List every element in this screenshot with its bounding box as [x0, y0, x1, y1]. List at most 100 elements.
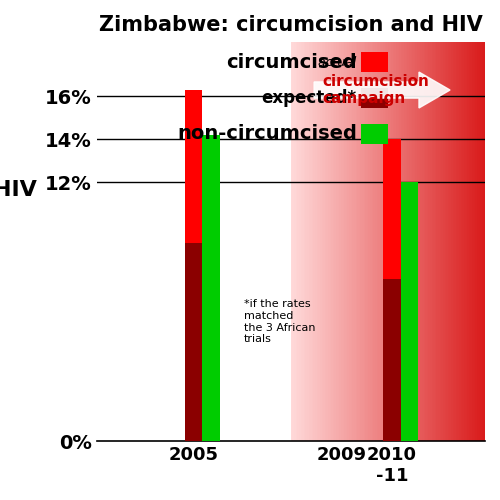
Bar — [367, 42, 368, 442]
Bar — [291, 42, 292, 442]
Bar — [401, 42, 402, 442]
Bar — [318, 42, 320, 442]
FancyBboxPatch shape — [360, 124, 388, 144]
Text: circumcised: circumcised — [226, 52, 357, 72]
Bar — [344, 42, 346, 442]
Bar — [446, 42, 448, 442]
Bar — [315, 42, 316, 442]
Bar — [384, 42, 386, 442]
Bar — [402, 42, 404, 442]
Bar — [393, 42, 394, 442]
Bar — [310, 42, 312, 442]
Bar — [482, 42, 484, 442]
Bar — [435, 42, 436, 442]
Bar — [399, 42, 401, 442]
Bar — [202, 135, 220, 442]
Bar — [462, 42, 464, 442]
Bar — [456, 42, 458, 442]
Bar — [418, 42, 420, 442]
Bar — [323, 42, 325, 442]
Bar — [304, 42, 306, 442]
Bar — [472, 42, 474, 442]
Bar — [316, 42, 318, 442]
Bar — [458, 42, 459, 442]
Bar — [469, 42, 470, 442]
Bar — [354, 42, 356, 442]
Bar — [398, 42, 399, 442]
Bar — [378, 42, 380, 442]
Bar — [383, 139, 400, 442]
Bar — [364, 42, 365, 442]
Bar — [444, 42, 446, 442]
Text: actual: actual — [314, 56, 357, 68]
Bar — [478, 42, 480, 442]
Bar — [467, 42, 469, 442]
Bar — [328, 42, 330, 442]
Bar — [436, 42, 438, 442]
Text: non-circumcised: non-circumcised — [177, 124, 357, 144]
Bar — [470, 42, 472, 442]
Bar — [406, 42, 407, 442]
Text: HIV: HIV — [0, 180, 37, 200]
Bar — [372, 42, 374, 442]
Bar — [292, 42, 294, 442]
Bar — [302, 42, 304, 442]
Bar — [442, 42, 443, 442]
Bar — [338, 42, 340, 442]
Bar — [333, 42, 334, 442]
Bar — [368, 42, 370, 442]
Bar — [476, 42, 477, 442]
Bar — [346, 42, 348, 442]
Bar — [414, 42, 416, 442]
Bar — [383, 42, 384, 442]
Bar — [330, 42, 332, 442]
FancyArrow shape — [314, 72, 450, 108]
Bar — [308, 42, 310, 442]
Bar — [460, 42, 462, 442]
Bar — [433, 42, 435, 442]
FancyBboxPatch shape — [360, 88, 388, 108]
Bar — [477, 42, 478, 442]
Title: Zimbabwe: circumcision and HIV: Zimbabwe: circumcision and HIV — [99, 15, 482, 35]
Bar — [438, 42, 440, 442]
Bar — [466, 42, 467, 442]
Bar — [352, 42, 354, 442]
Bar — [299, 42, 300, 442]
Bar — [459, 42, 460, 442]
Bar — [349, 42, 350, 442]
Bar — [420, 42, 422, 442]
Bar — [380, 42, 382, 442]
Bar — [452, 42, 454, 442]
Bar — [450, 42, 451, 442]
Bar — [336, 42, 338, 442]
Bar — [383, 280, 400, 442]
Bar — [454, 42, 456, 442]
Bar — [408, 42, 409, 442]
Bar — [185, 243, 202, 442]
Bar — [374, 42, 375, 442]
Bar — [320, 42, 322, 442]
Bar — [340, 42, 341, 442]
Bar — [432, 42, 433, 442]
Bar — [394, 42, 396, 442]
Bar — [430, 42, 432, 442]
Bar — [314, 42, 315, 442]
Bar — [334, 42, 336, 442]
Bar — [332, 42, 333, 442]
Bar — [325, 42, 326, 442]
Bar — [425, 42, 426, 442]
Text: *if the rates
matched
the 3 African
trials: *if the rates matched the 3 African tria… — [244, 300, 316, 344]
Bar — [298, 42, 299, 442]
Bar — [342, 42, 344, 442]
Bar — [480, 42, 482, 442]
Bar — [185, 90, 202, 442]
Bar — [422, 42, 424, 442]
Bar — [348, 42, 349, 442]
Bar — [410, 42, 412, 442]
Bar — [426, 42, 428, 442]
Bar — [306, 42, 307, 442]
FancyBboxPatch shape — [360, 52, 388, 72]
Bar — [417, 42, 418, 442]
Bar — [300, 42, 302, 442]
Bar — [382, 42, 383, 442]
